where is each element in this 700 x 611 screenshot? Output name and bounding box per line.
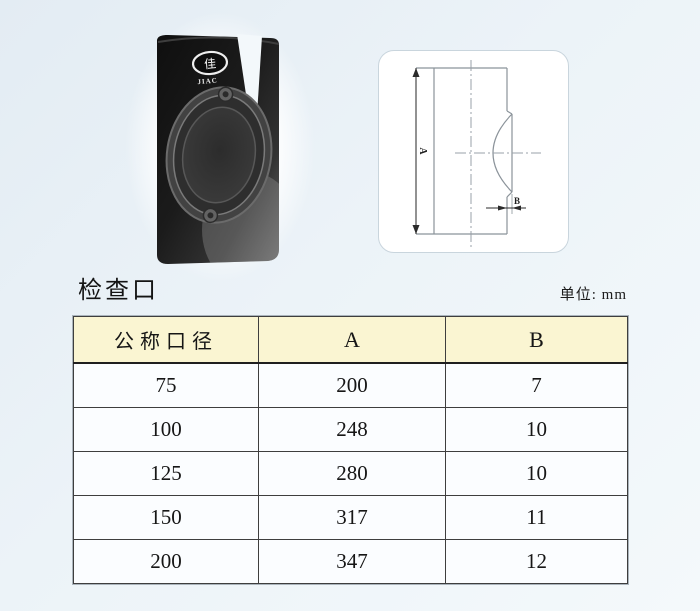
header-nominal-diameter: 公称口径 — [73, 316, 259, 364]
cell-diameter: 75 — [73, 362, 259, 408]
table-row: 75 200 7 — [73, 362, 628, 408]
cell-a: 317 — [258, 495, 446, 540]
dim-a-label: A — [417, 147, 428, 155]
cell-diameter: 150 — [73, 495, 259, 540]
cell-diameter: 200 — [73, 539, 259, 584]
spec-table: 公称口径 A B 75 200 7 100 248 10 125 280 10 — [73, 316, 628, 584]
cell-diameter: 125 — [73, 451, 259, 496]
brand-text: JIAC — [197, 76, 218, 86]
cell-a: 248 — [258, 407, 446, 452]
pipe-top-rim — [157, 36, 279, 45]
table-row: 150 317 11 — [73, 495, 628, 540]
cell-a: 347 — [258, 539, 446, 584]
table-row: 100 248 10 — [73, 407, 628, 452]
dim-a: A — [412, 68, 428, 234]
header-b: B — [445, 316, 628, 364]
table-row: 125 280 10 — [73, 451, 628, 496]
brand-logo: 佳 JIAC — [191, 50, 229, 86]
brand-glyph: 佳 — [203, 56, 216, 71]
dimension-diagram: A B — [378, 50, 569, 253]
dim-b-label: B — [514, 196, 520, 206]
cell-b: 7 — [445, 362, 628, 408]
cell-diameter: 100 — [73, 407, 259, 452]
unit-label: 单位: mm — [559, 287, 627, 303]
table-row: 200 347 12 — [73, 539, 628, 584]
inspection-port — [165, 86, 273, 224]
cell-b: 10 — [445, 407, 628, 452]
cell-b: 10 — [445, 451, 628, 496]
photo-gap — [237, 34, 262, 115]
cell-a: 200 — [258, 362, 446, 408]
dim-b: B — [486, 196, 526, 211]
product-photo: 佳 JIAC — [148, 25, 288, 270]
cell-b: 12 — [445, 539, 628, 584]
page-title: 检查口 — [78, 278, 159, 304]
pipe-fitting-photo: 佳 JIAC — [157, 34, 279, 264]
header-a: A — [258, 316, 446, 364]
diagram-drawing: A B — [412, 60, 541, 247]
table-header-row: 公称口径 A B — [73, 316, 628, 364]
cell-b: 11 — [445, 495, 628, 540]
cell-a: 280 — [258, 451, 446, 496]
